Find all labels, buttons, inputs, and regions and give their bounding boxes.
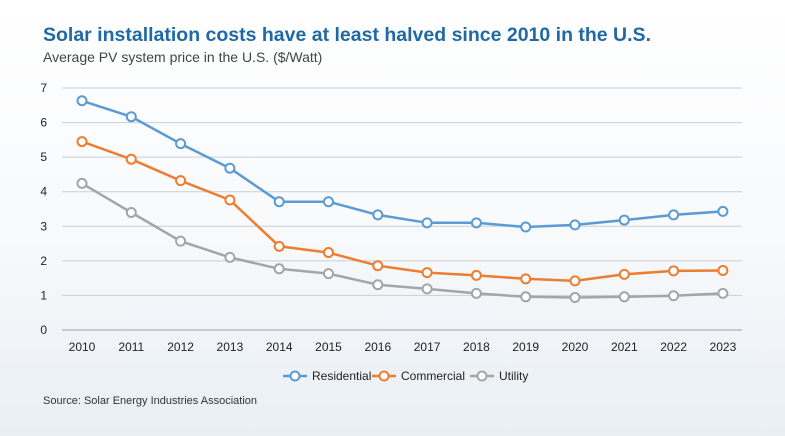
data-point-commercial [76, 136, 88, 148]
data-point-commercial [520, 273, 532, 285]
data-point-residential [470, 217, 482, 229]
x-axis-ticks: 2010 2011 2012 2013 2014 2015 2016 2017 2018 2019… [69, 340, 737, 354]
data-point-utility [717, 287, 729, 299]
x-tick-label: 2015 [315, 340, 342, 354]
data-point-commercial [421, 267, 433, 279]
data-point-residential [372, 209, 384, 221]
x-tick-label: 2013 [217, 340, 244, 354]
y-tick-label: 3 [40, 219, 47, 233]
data-point-residential [668, 209, 680, 221]
y-tick-label: 1 [40, 288, 47, 302]
series-line-residential [81, 99, 723, 229]
data-point-residential [323, 196, 334, 208]
legend-marker-utility [476, 370, 488, 382]
legend: Residential Commercial Utility [283, 369, 528, 383]
gridlines [62, 87, 742, 331]
data-point-residential [520, 221, 532, 233]
x-tick-label: 2021 [611, 340, 638, 354]
chart-title: Solar installation costs have at least h… [43, 24, 651, 46]
data-point-commercial [323, 247, 334, 259]
data-point-commercial [224, 194, 236, 206]
y-tick-label: 6 [40, 116, 47, 130]
source-note: Source: Solar Energy Industries Associat… [43, 395, 258, 407]
x-tick-label: 2014 [266, 340, 293, 354]
data-point-utility [470, 287, 482, 299]
x-tick-label: 2012 [167, 340, 194, 354]
y-tick-label: 7 [40, 81, 47, 95]
data-point-commercial [372, 260, 384, 272]
data-point-utility [569, 292, 581, 304]
x-tick-label: 2016 [364, 340, 391, 354]
series-line-utility [81, 182, 723, 299]
data-point-residential [569, 219, 581, 231]
legend-label-utility: Utility [499, 369, 528, 383]
x-tick-label: 2010 [69, 340, 96, 354]
y-tick-label: 2 [40, 254, 47, 268]
legend-marker-residential [289, 370, 301, 382]
y-axis-ticks: 0 1 2 3 4 5 6 7 [40, 81, 47, 337]
legend-marker-commercial [378, 370, 390, 382]
data-point-residential [76, 95, 88, 107]
data-point-commercial [273, 240, 285, 252]
y-tick-label: 0 [40, 323, 47, 337]
data-point-utility [421, 283, 433, 295]
series-points [76, 95, 729, 304]
data-point-utility [668, 290, 680, 302]
data-point-utility [520, 291, 532, 303]
legend-label-commercial: Commercial [401, 369, 465, 383]
x-tick-label: 2011 [118, 340, 144, 354]
x-tick-label: 2017 [414, 340, 441, 354]
data-point-commercial [569, 275, 581, 287]
data-point-residential [224, 162, 236, 174]
series-line-commercial [81, 140, 723, 283]
data-point-utility [273, 263, 285, 275]
x-tick-label: 2023 [710, 340, 737, 354]
data-point-residential [273, 196, 285, 208]
data-point-residential [618, 214, 630, 226]
data-point-utility [76, 177, 88, 189]
data-point-commercial [125, 153, 137, 165]
legend-label-residential: Residential [312, 369, 371, 383]
x-tick-label: 2020 [562, 340, 589, 354]
data-point-residential [175, 138, 187, 150]
chart-subtitle: Average PV system price in the U.S. ($/W… [43, 49, 323, 65]
data-point-commercial [668, 265, 680, 277]
data-point-commercial [175, 175, 187, 187]
y-tick-label: 4 [40, 185, 47, 199]
data-point-utility [618, 291, 630, 303]
series-lines [81, 99, 723, 299]
data-point-utility [175, 235, 187, 247]
data-point-utility [323, 268, 334, 280]
data-point-residential [125, 111, 137, 123]
data-point-residential [717, 205, 729, 217]
x-tick-label: 2019 [512, 340, 539, 354]
x-tick-label: 2018 [463, 340, 490, 354]
data-point-utility [372, 279, 384, 291]
y-tick-label: 5 [40, 150, 47, 164]
x-tick-label: 2022 [660, 340, 687, 354]
data-point-commercial [470, 269, 482, 281]
data-point-residential [421, 217, 433, 229]
data-point-utility [224, 251, 236, 263]
data-point-commercial [618, 268, 630, 280]
data-point-utility [125, 206, 137, 218]
data-point-commercial [717, 265, 729, 277]
